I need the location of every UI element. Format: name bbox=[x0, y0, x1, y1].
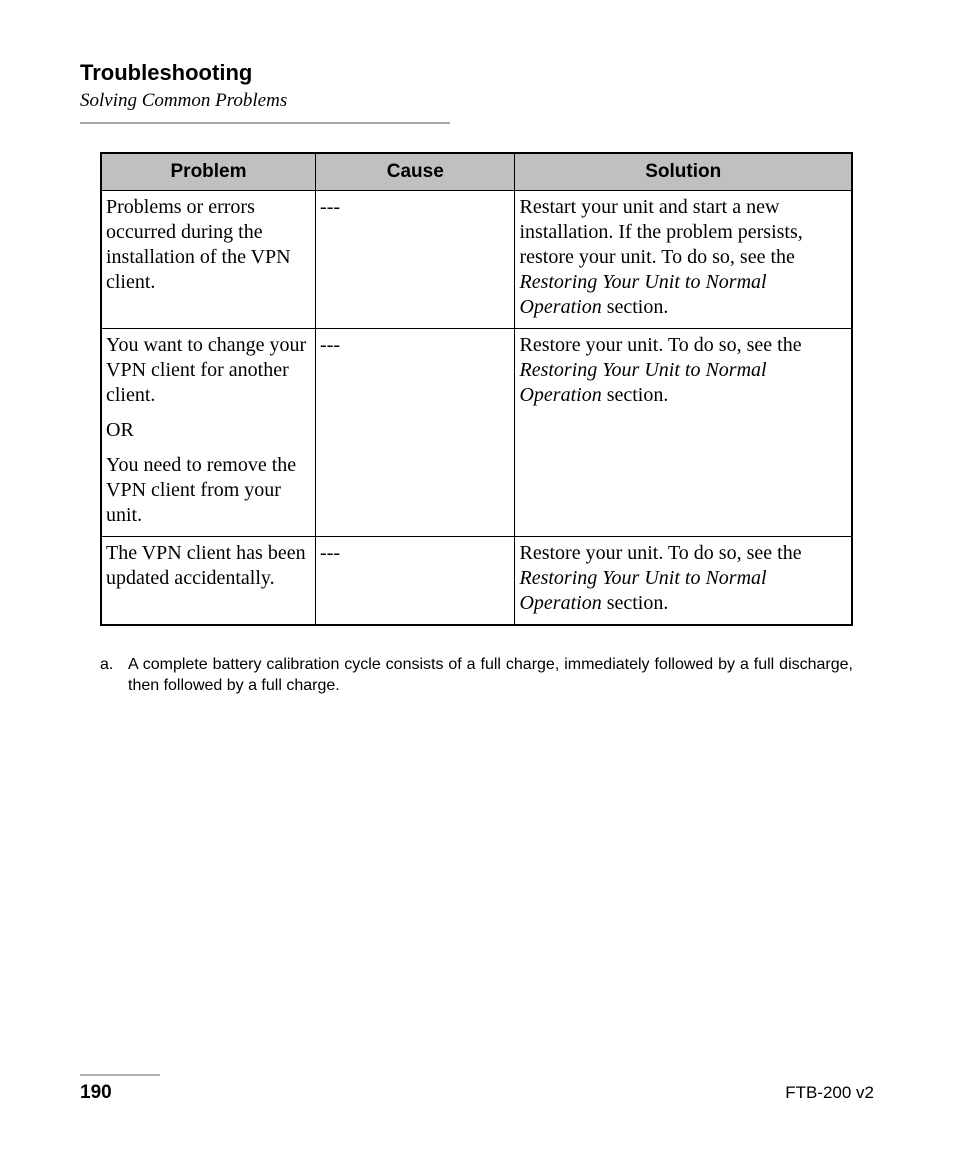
cell-problem: The VPN client has been updated accident… bbox=[101, 536, 316, 625]
cell-problem: Problems or errors occurred during the i… bbox=[101, 190, 316, 328]
page-title: Troubleshooting bbox=[80, 60, 874, 86]
page-subtitle: Solving Common Problems bbox=[80, 90, 874, 112]
text: Restore your unit. To do so, see the bbox=[519, 334, 801, 356]
cell-cause: --- bbox=[316, 328, 515, 536]
footnote-marker: a. bbox=[100, 654, 128, 697]
troubleshooting-table: Problem Cause Solution Problems or error… bbox=[100, 152, 853, 626]
doc-id: FTB-200 v2 bbox=[785, 1083, 874, 1103]
text: You need to remove the VPN client from y… bbox=[106, 453, 309, 528]
text: Problems or errors occurred during the i… bbox=[106, 196, 291, 293]
text: section. bbox=[602, 384, 669, 406]
table-header-row: Problem Cause Solution bbox=[101, 153, 852, 190]
cell-cause: --- bbox=[316, 190, 515, 328]
text: You want to change your VPN client for a… bbox=[106, 333, 309, 408]
page: Troubleshooting Solving Common Problems … bbox=[0, 0, 954, 1159]
text-or: OR bbox=[106, 418, 309, 443]
footnote: a. A complete battery calibration cycle … bbox=[100, 654, 853, 697]
table-row: Problems or errors occurred during the i… bbox=[101, 190, 852, 328]
col-header-cause: Cause bbox=[316, 153, 515, 190]
cell-solution: Restore your unit. To do so, see the Res… bbox=[515, 328, 852, 536]
text: section. bbox=[602, 592, 669, 614]
text: section. bbox=[602, 296, 669, 318]
cell-problem: You want to change your VPN client for a… bbox=[101, 328, 316, 536]
text: Restore your unit. To do so, see the bbox=[519, 542, 801, 564]
footnote-text: A complete battery calibration cycle con… bbox=[128, 654, 853, 697]
text: The VPN client has been updated accident… bbox=[106, 542, 306, 589]
table-row: You want to change your VPN client for a… bbox=[101, 328, 852, 536]
footer-row: 190 FTB-200 v2 bbox=[80, 1082, 874, 1104]
header-rule bbox=[80, 122, 450, 124]
footer-rule bbox=[80, 1074, 160, 1076]
text: Restart your unit and start a new instal… bbox=[519, 196, 802, 268]
cell-cause: --- bbox=[316, 536, 515, 625]
page-number: 190 bbox=[80, 1082, 112, 1104]
col-header-problem: Problem bbox=[101, 153, 316, 190]
cell-solution: Restore your unit. To do so, see the Res… bbox=[515, 536, 852, 625]
table-row: The VPN client has been updated accident… bbox=[101, 536, 852, 625]
col-header-solution: Solution bbox=[515, 153, 852, 190]
page-footer: 190 FTB-200 v2 bbox=[80, 1074, 874, 1104]
cell-solution: Restart your unit and start a new instal… bbox=[515, 190, 852, 328]
